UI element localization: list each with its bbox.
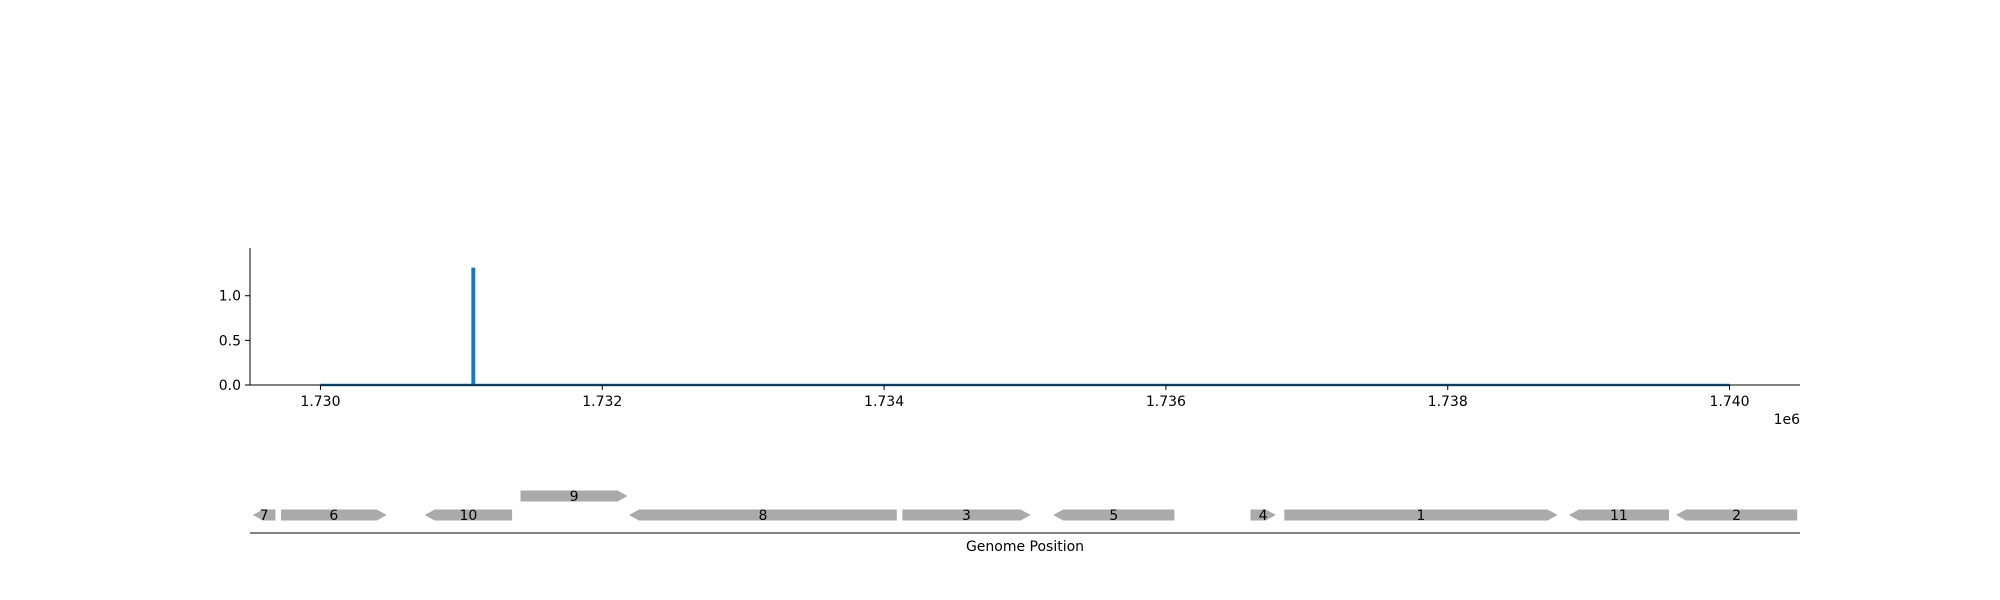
series-group <box>320 267 1730 387</box>
x-tick-label: 1.736 <box>1146 394 1186 410</box>
x-tick-label: 1.734 <box>864 394 904 410</box>
gene-label: 7 <box>260 508 269 524</box>
gene-feature-8 <box>629 509 897 521</box>
x-tick-label: 1.730 <box>300 394 340 410</box>
gene-label: 11 <box>1610 508 1628 524</box>
gene-feature-11 <box>1568 509 1669 521</box>
gene-feature-10 <box>424 509 513 521</box>
gene-label: 8 <box>758 508 767 524</box>
gene-label: 5 <box>1109 508 1118 524</box>
gene-feature-5 <box>1053 509 1175 521</box>
gene-feature-9 <box>520 490 628 502</box>
y-tick-label: 0.5 <box>219 333 241 349</box>
x-axis-title: Genome Position <box>966 539 1084 555</box>
gene-feature-4 <box>1250 509 1276 521</box>
y-tick-label: 0.0 <box>219 378 241 394</box>
gene-feature-7 <box>252 509 276 521</box>
gene-label: 4 <box>1259 508 1268 524</box>
x-ticks: 1.730 1.732 1.734 1.736 1.738 1.740 <box>300 385 1750 410</box>
gene-label: 6 <box>329 508 338 524</box>
gene-feature-2 <box>1676 509 1798 521</box>
x-tick-label: 1.740 <box>1709 394 1749 410</box>
gene-feature-6 <box>281 509 387 521</box>
gene-label: 9 <box>570 489 579 505</box>
coverage-plot: 1.730 1.732 1.734 1.736 1.738 1.740 0.0 0.5 1.0… <box>219 248 1800 428</box>
gene-feature-1 <box>1284 509 1558 521</box>
gene-label: 10 <box>459 508 477 524</box>
y-ticks: 0.0 0.5 1.0 <box>219 289 250 394</box>
y-tick-label: 1.0 <box>219 289 241 305</box>
x-tick-label: 1.732 <box>582 394 622 410</box>
gene-feature-3 <box>902 509 1031 521</box>
x-tick-label: 1.738 <box>1428 394 1468 410</box>
gene-label: 1 <box>1417 508 1426 524</box>
gene-label: 3 <box>962 508 971 524</box>
series-line <box>320 267 1730 387</box>
x-offset-label: 1e6 <box>1774 412 1801 428</box>
gene-label: 2 <box>1732 508 1741 524</box>
